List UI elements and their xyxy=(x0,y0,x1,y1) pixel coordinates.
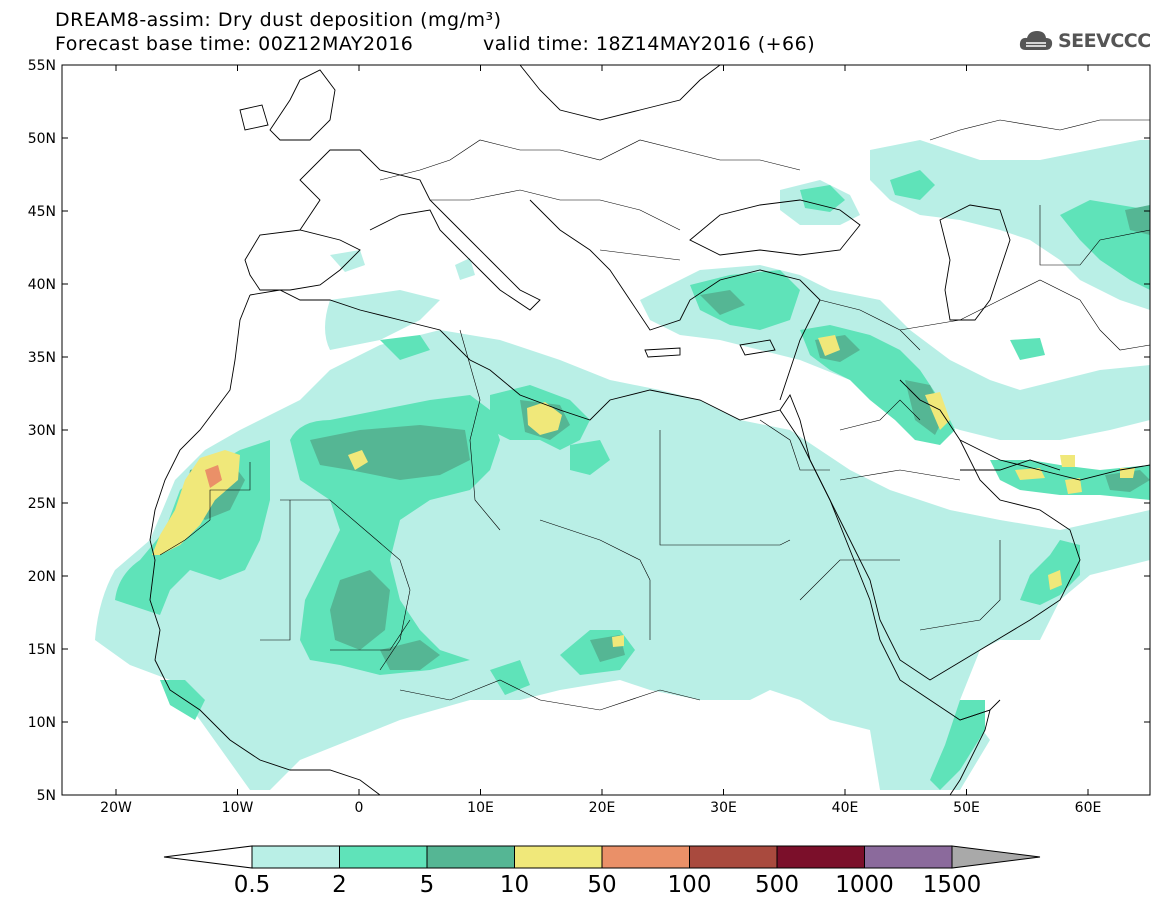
lon-tick-label: 50E xyxy=(953,800,980,816)
deposition-field xyxy=(95,140,1150,790)
valid-time: valid time: 18Z14MAY2016 (+66) xyxy=(483,33,816,55)
colorbar-swatch xyxy=(251,845,340,869)
colorbar-upper-arrow xyxy=(951,845,1041,869)
lat-tick-label: 30N xyxy=(28,423,56,439)
colorbar-label: 100 xyxy=(668,872,712,898)
lat-tick-label: 45N xyxy=(28,204,56,220)
colorbar-label: 5 xyxy=(420,872,435,898)
colorbar-swatch xyxy=(689,845,778,869)
lat-tick-label: 20N xyxy=(28,569,56,585)
lon-tick-label: 20E xyxy=(589,800,616,816)
colorbar-swatch xyxy=(426,845,515,869)
lon-tick-label: 20W xyxy=(100,800,132,816)
colorbar-lower-arrow xyxy=(163,845,253,869)
colorbar-swatch xyxy=(339,845,428,869)
colorbar-label: 500 xyxy=(755,872,799,898)
lon-tick-label: 10E xyxy=(467,800,494,816)
lon-tick-label: 10W xyxy=(222,800,254,816)
colorbar-label: 0.5 xyxy=(234,872,271,898)
lat-tick-label: 55N xyxy=(28,58,56,74)
colorbar-swatch xyxy=(601,845,690,869)
colorbar-label: 10 xyxy=(500,872,529,898)
lon-tick-label: 30E xyxy=(710,800,737,816)
lat-tick-label: 35N xyxy=(28,350,56,366)
lat-tick-label: 10N xyxy=(28,715,56,731)
colorbar-swatch xyxy=(864,845,953,869)
colorbar-label: 2 xyxy=(332,872,347,898)
colorbar-swatch xyxy=(776,845,865,869)
forecast-base-time: Forecast base time: 00Z12MAY2016 xyxy=(55,33,414,55)
colorbar: 0.5 2 5 10 50 100 500 1000 1500 xyxy=(163,845,1041,898)
lat-tick-label: 5N xyxy=(37,788,56,804)
lon-tick-label: 40E xyxy=(832,800,859,816)
cloud-icon xyxy=(1019,31,1053,50)
lat-tick-label: 50N xyxy=(28,131,56,147)
lat-tick-label: 40N xyxy=(28,277,56,293)
longitude-axis: 20W 10W 0 10E 20E 30E 40E 50E 60E xyxy=(100,65,1101,816)
colorbar-label: 1000 xyxy=(835,872,894,898)
country-borders xyxy=(159,119,1150,711)
lat-tick-label: 15N xyxy=(28,642,56,658)
colorbar-label: 1500 xyxy=(923,872,982,898)
lat-tick-label: 25N xyxy=(28,496,56,512)
colorbar-swatch xyxy=(514,845,603,869)
latitude-axis: 55N 50N 45N 40N 35N 30N 25N 20N 15N 10N 5N xyxy=(28,58,1150,804)
map-title: DREAM8-assim: Dry dust deposition (mg/m³… xyxy=(55,9,502,31)
seevccc-logo: SEEVCCC xyxy=(1018,26,1151,56)
colorbar-label: 50 xyxy=(587,872,616,898)
lon-tick-label: 60E xyxy=(1075,800,1102,816)
logo-text: SEEVCCC xyxy=(1058,30,1151,52)
coastlines xyxy=(149,65,1150,795)
lon-tick-label: 0 xyxy=(355,800,364,816)
